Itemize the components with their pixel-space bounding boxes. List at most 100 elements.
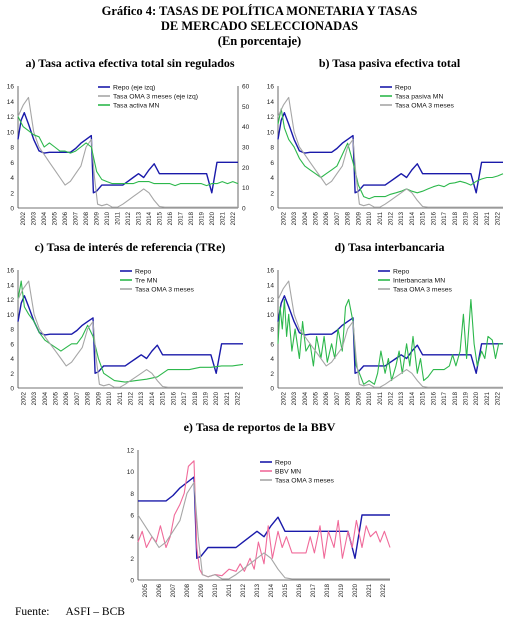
y2-tick-label: 0 <box>242 206 246 213</box>
x-tick-label: 2017 <box>442 211 448 225</box>
x-tick-label: 2015 <box>421 391 427 405</box>
x-tick-label: 2010 <box>367 211 373 225</box>
x-tick-label: 2009 <box>95 211 101 225</box>
x-tick-label: 2007 <box>74 211 80 225</box>
x-tick-label: 2008 <box>185 583 191 597</box>
series-line-repo <box>277 112 503 194</box>
legend-label: Tasa pasiva MN <box>395 94 443 101</box>
x-tick-label: 2002 <box>281 391 287 405</box>
series-line-oma <box>277 96 503 208</box>
x-tick-label: 2005 <box>314 211 320 225</box>
y-tick-label: 4 <box>130 534 134 541</box>
x-tick-label: 2011 <box>378 391 384 405</box>
y-tick-label: 12 <box>267 297 275 304</box>
x-tick-label: 2016 <box>171 391 177 405</box>
legend-label: Repo <box>393 269 409 276</box>
y-tick-label: 10 <box>7 129 15 136</box>
y-tick-label: 12 <box>127 448 135 455</box>
x-tick-label: 2008 <box>346 391 352 405</box>
x-tick-label: 2022 <box>496 391 502 405</box>
y-tick-label: 16 <box>7 84 15 91</box>
x-tick-label: 2012 <box>241 583 247 597</box>
x-tick-label: 2006 <box>157 583 163 597</box>
x-tick-label: 2016 <box>431 391 437 405</box>
source-note: Fuente: ASFI – BCB <box>15 606 141 618</box>
y-tick-label: 4 <box>270 175 274 182</box>
x-tick-label: 2017 <box>311 583 317 597</box>
series-line-activa <box>17 116 239 187</box>
legend-label: Repo <box>135 269 151 276</box>
x-tick-label: 2022 <box>381 583 387 597</box>
x-tick-label: 2012 <box>389 211 395 225</box>
y-tick-label: 0 <box>10 206 14 213</box>
y-tick-label: 2 <box>270 371 274 378</box>
y2-tick-label: 40 <box>242 124 250 131</box>
x-tick-label: 2022 <box>231 211 237 225</box>
x-tick-label: 2020 <box>474 211 480 225</box>
x-tick-label: 2019 <box>339 583 345 597</box>
y2-tick-label: 20 <box>242 165 250 172</box>
series-line-repo <box>17 112 238 194</box>
y-tick-label: 2 <box>270 190 274 197</box>
x-tick-label: 2020 <box>474 391 480 405</box>
legend-label: Interbancaria MN <box>393 278 445 285</box>
legend-label: Tasa OMA 3 meses <box>275 478 335 485</box>
x-tick-label: 2015 <box>161 391 167 405</box>
y2-tick-label: 10 <box>242 185 250 192</box>
y-tick-label: 0 <box>270 206 274 213</box>
figure-title-line2: DE MERCADO SELECCIONADAS <box>160 19 359 33</box>
x-tick-label: 2020 <box>214 391 220 405</box>
x-tick-label: 2008 <box>346 211 352 225</box>
x-tick-label: 2011 <box>118 391 124 405</box>
y-tick-label: 12 <box>7 297 15 304</box>
x-tick-label: 2005 <box>54 391 60 405</box>
x-tick-label: 2017 <box>442 391 448 405</box>
x-tick-label: 2016 <box>297 583 303 597</box>
legend-label: Tasa OMA 3 meses (eje izq) <box>113 94 198 101</box>
x-tick-label: 2002 <box>21 211 27 225</box>
y-tick-label: 6 <box>10 341 14 348</box>
x-tick-label: 2015 <box>283 583 289 597</box>
x-tick-label: 2004 <box>42 211 48 225</box>
y-tick-label: 14 <box>267 282 275 289</box>
y-tick-label: 14 <box>7 282 15 289</box>
x-tick-label: 2008 <box>84 211 90 225</box>
x-tick-label: 2003 <box>292 211 298 225</box>
x-tick-label: 2013 <box>139 391 145 405</box>
panel-d-title: d) Tasa interbancaria <box>334 240 445 254</box>
x-tick-label: 2020 <box>353 583 359 597</box>
y-tick-label: 2 <box>130 556 134 563</box>
y-tick-label: 4 <box>10 175 14 182</box>
y-tick-label: 16 <box>267 268 275 275</box>
x-tick-label: 2007 <box>335 211 341 225</box>
legend-label: Repo <box>275 460 291 467</box>
chart-d: 0 2 4 6 8 10 12 14 16 2002 2003 2004 2005 2006 2007 200… <box>267 268 503 405</box>
series-line-repo <box>277 295 503 375</box>
x-tick-label: 2009 <box>199 583 205 597</box>
x-tick-label: 2007 <box>171 583 177 597</box>
chart-b: 0 2 4 6 8 10 12 14 16 2002 2003 2004 2005 2006 2007 200… <box>267 84 504 225</box>
legend-label: Tre MN <box>135 278 157 285</box>
legend-label: Tasa OMA 3 meses <box>395 103 455 110</box>
x-tick-label: 2014 <box>269 583 275 597</box>
x-tick-label: 2011 <box>227 583 233 597</box>
y-tick-label: 8 <box>10 145 14 152</box>
x-tick-label: 2019 <box>464 211 470 225</box>
legend-label: BBV MN <box>275 469 301 476</box>
panel-a-title: a) Tasa activa efectiva total sin regula… <box>25 56 235 70</box>
y-tick-label: 6 <box>10 160 14 167</box>
legend-label: Repo (eje izq) <box>113 85 155 92</box>
y-tick-label: 10 <box>267 129 275 136</box>
x-tick-label: 2006 <box>64 391 70 405</box>
x-tick-label: 2010 <box>105 211 111 225</box>
series-line-oma <box>17 280 243 388</box>
x-tick-label: 2012 <box>389 391 395 405</box>
x-tick-label: 2019 <box>199 211 205 225</box>
x-tick-label: 2021 <box>225 391 231 405</box>
x-tick-label: 2017 <box>178 211 184 225</box>
x-tick-label: 2013 <box>399 211 405 225</box>
y-tick-label: 6 <box>270 341 274 348</box>
y-tick-label: 0 <box>10 386 14 393</box>
y-tick-label: 4 <box>10 356 14 363</box>
x-tick-label: 2005 <box>53 211 59 225</box>
